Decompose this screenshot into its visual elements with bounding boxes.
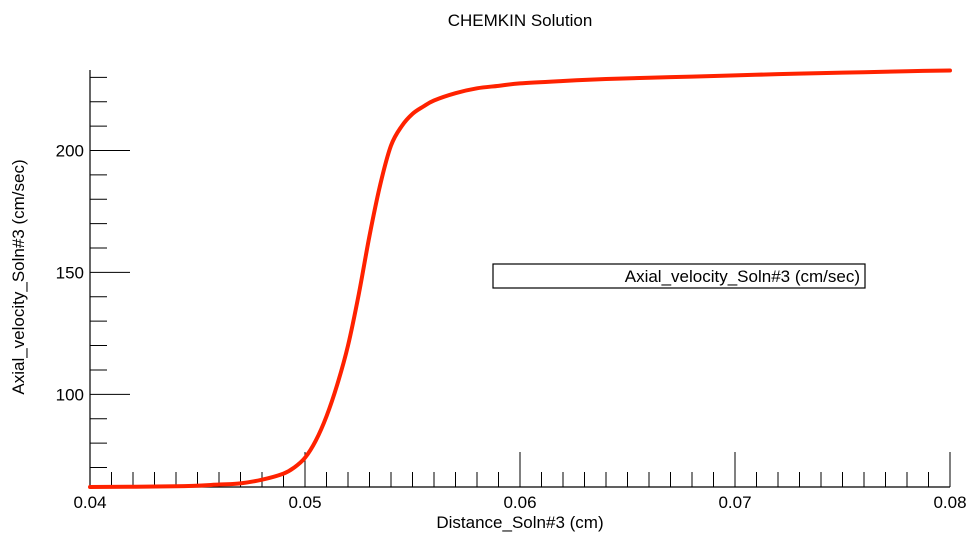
- legend: Axial_velocity_Soln#3 (cm/sec): [492, 263, 866, 289]
- x-axis-label: Distance_Soln#3 (cm): [436, 513, 603, 532]
- y-tick-label: 100: [56, 385, 84, 404]
- y-tick-labels: 100 150 200: [56, 141, 84, 404]
- y-tick-label: 200: [56, 141, 84, 160]
- x-tick-label: 0.08: [933, 493, 966, 512]
- series-line: [88, 68, 952, 489]
- y-tick-label: 150: [56, 263, 84, 282]
- y-axis-label: Axial_velocity_Soln#3 (cm/sec): [9, 159, 28, 394]
- x-tick-labels: 0.04 0.05 0.06 0.07 0.08: [73, 493, 966, 512]
- x-tick-label: 0.06: [503, 493, 536, 512]
- x-tick-label: 0.04: [73, 493, 106, 512]
- x-tick-label: 0.07: [718, 493, 751, 512]
- legend-box: [492, 263, 866, 289]
- legend-entry: Axial_velocity_Soln#3 (cm/sec): [625, 267, 860, 286]
- x-tick-label: 0.05: [288, 493, 321, 512]
- chart-title: CHEMKIN Solution: [448, 11, 593, 30]
